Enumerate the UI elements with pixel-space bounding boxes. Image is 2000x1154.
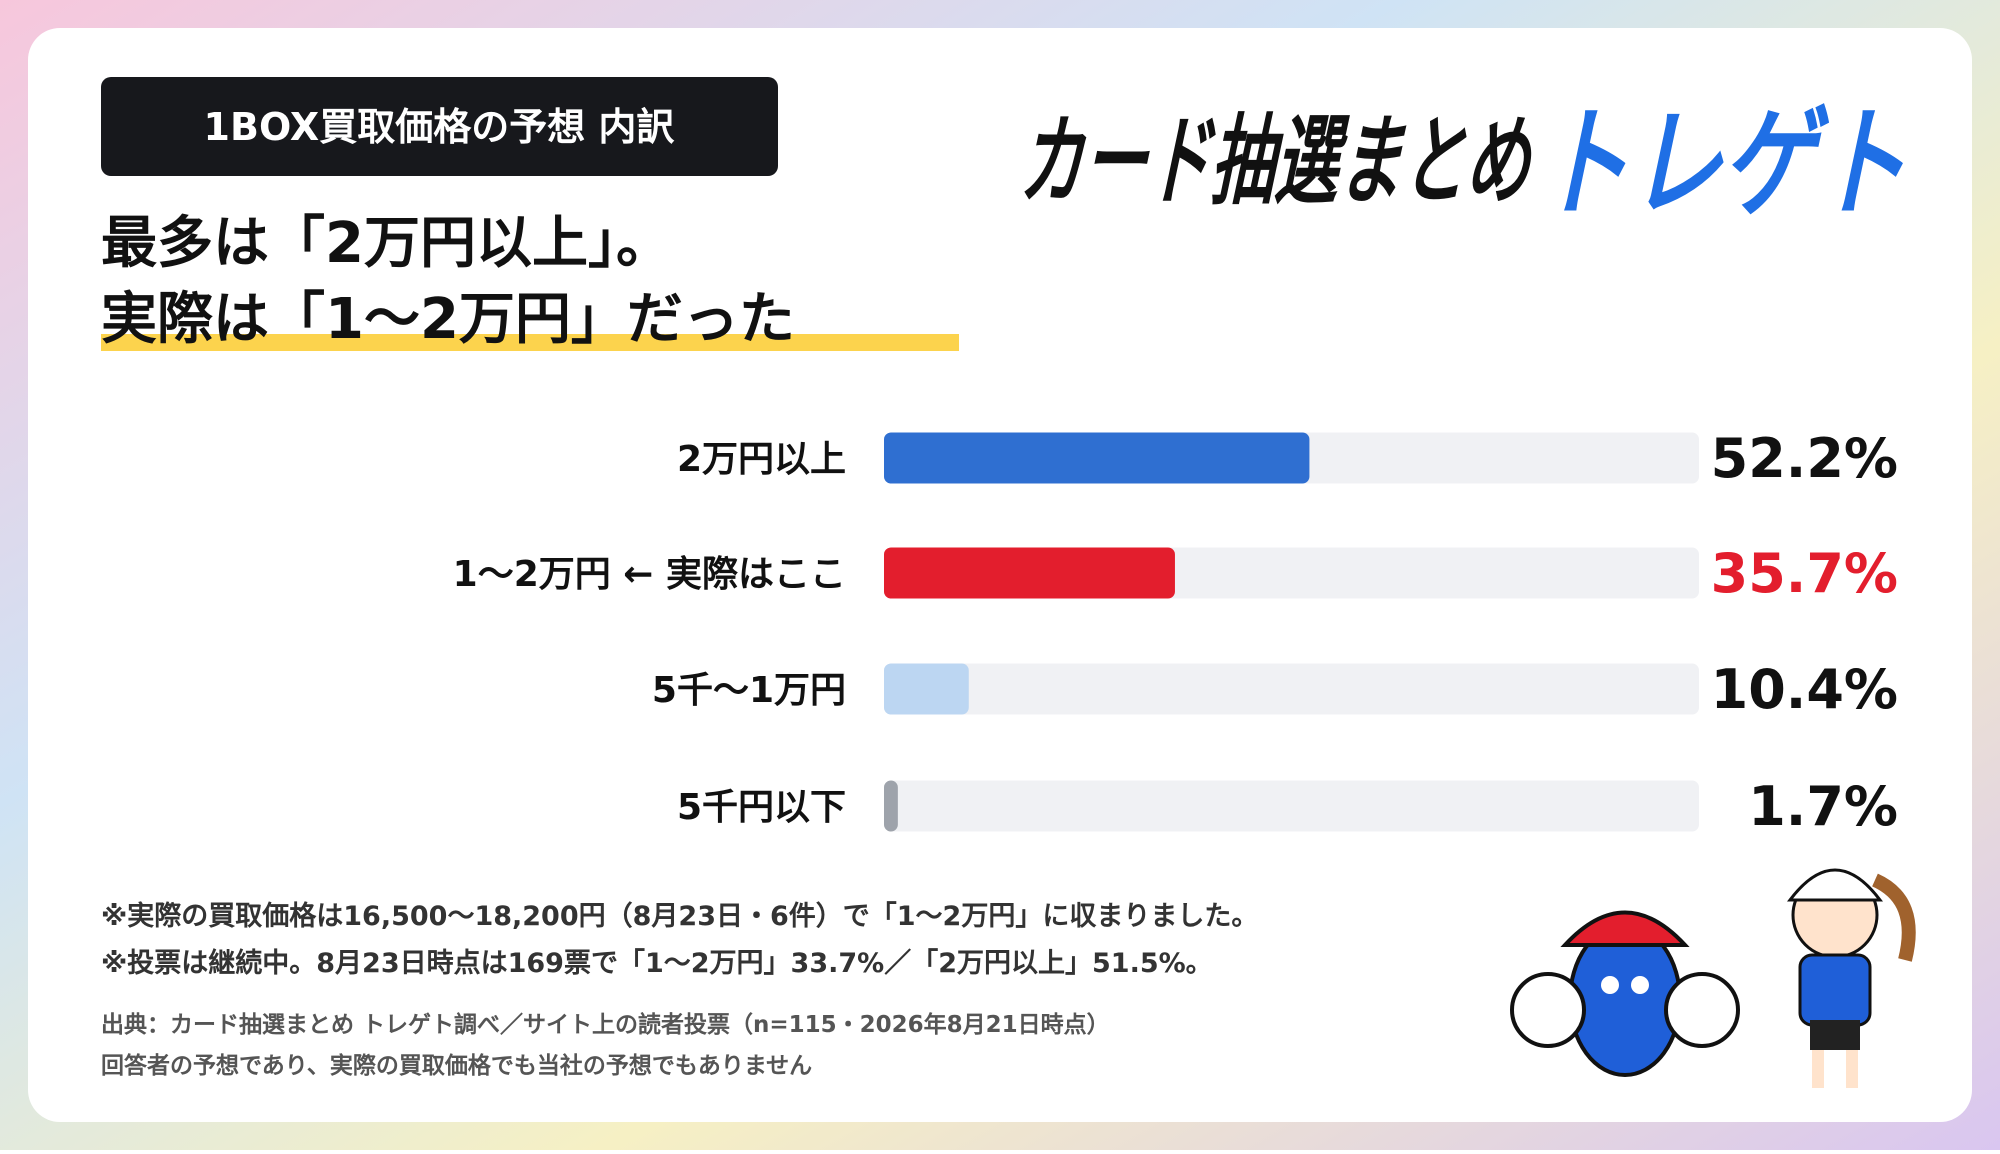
bar-track (884, 663, 1699, 715)
logo: カード抽選まとめ トレゲト (1014, 93, 1931, 233)
source: 回答者の予想であり、実際の買取価格でも当社の予想でもありません (101, 1052, 812, 1079)
category-label: 1〜2万円 ← 実際はここ (453, 554, 846, 595)
source: 出典：カード抽選まとめ トレゲト調べ／サイト上の読者投票（n=115・2026年… (101, 1011, 1110, 1038)
bar (884, 432, 1310, 484)
highlight (101, 334, 959, 351)
category-label: 5千〜1万円 (652, 670, 846, 711)
value-label: 1.7% (1748, 775, 1898, 838)
bar (884, 547, 1175, 599)
value-label: 10.4% (1711, 658, 1898, 721)
category-label: 5千円以下 (677, 787, 846, 828)
bar (884, 780, 898, 832)
value-label: 52.2% (1711, 427, 1898, 490)
value-label: 35.7% (1711, 542, 1898, 605)
chart-title: 1BOX買取価格の予想 内訳 (204, 105, 675, 149)
badge (101, 77, 778, 176)
character (1786, 868, 1916, 1088)
headline: 最多は「2万円以上」。 (101, 211, 672, 276)
headline: 実際は「1〜2万円」だった (101, 287, 795, 352)
bar-track (884, 780, 1699, 832)
note: ※投票は継続中。8月23日時点は169票で「1〜2万円」33.7%／「2万円以上… (101, 947, 1213, 979)
logo-main: カード抽選まとめ (1014, 105, 1548, 219)
note: ※実際の買取価格は16,500〜18,200円（8月23日・6件）で「1〜2万円… (101, 900, 1258, 932)
mascot (1510, 910, 1740, 1077)
bar (884, 663, 969, 715)
logo-accent: トレゲト (1530, 93, 1930, 233)
category-label: 2万円以上 (677, 439, 846, 480)
